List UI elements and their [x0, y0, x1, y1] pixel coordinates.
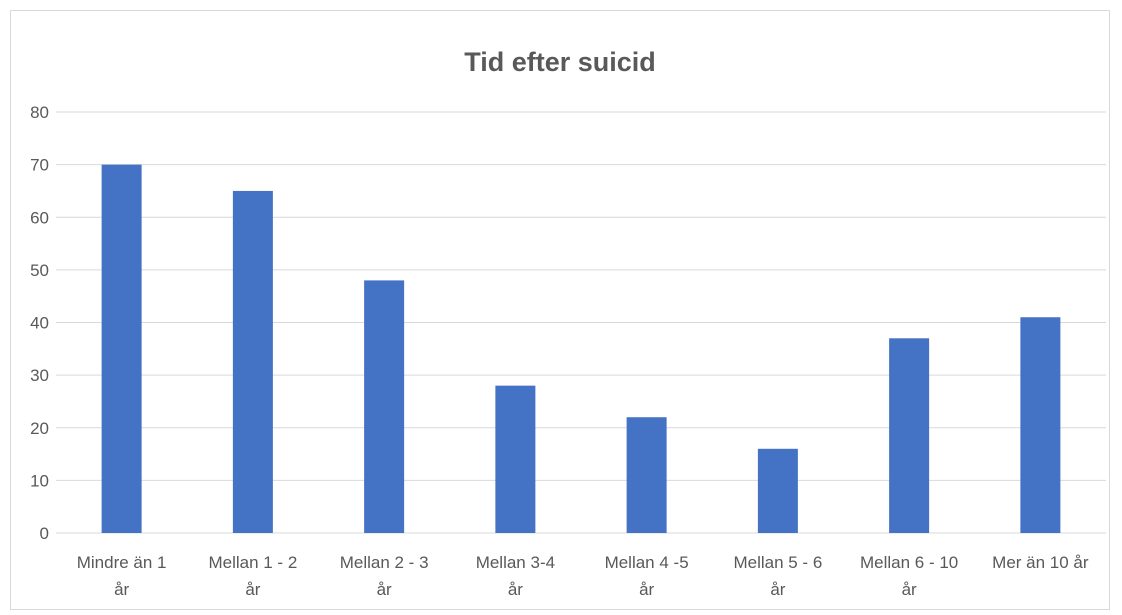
bar — [495, 385, 536, 533]
x-category-label: år — [639, 580, 654, 599]
x-category-label: år — [508, 580, 523, 599]
y-tick-label: 0 — [40, 524, 49, 543]
y-tick-label: 40 — [30, 314, 49, 333]
x-category-label: Mellan 6 - 10 — [860, 553, 958, 572]
bar — [101, 164, 142, 533]
x-category-label: Mindre än 1 — [77, 553, 167, 572]
y-tick-label: 20 — [30, 419, 49, 438]
y-tick-label: 50 — [30, 261, 49, 280]
y-tick-label: 10 — [30, 471, 49, 490]
y-axis-ticks: 0 10 20 30 40 50 60 70 80 — [30, 103, 49, 543]
bar — [364, 280, 405, 533]
x-category-label: år — [245, 580, 260, 599]
bar — [757, 448, 798, 533]
chart-title: Tid efter suicid — [464, 47, 656, 77]
x-category-label: Mellan 5 - 6 — [733, 553, 822, 572]
x-category-label: år — [902, 580, 917, 599]
x-category-label: Mer än 10 år — [992, 553, 1089, 572]
x-category-label: Mellan 1 - 2 — [208, 553, 297, 572]
bars — [101, 164, 1061, 533]
x-category-label: år — [377, 580, 392, 599]
y-tick-label: 30 — [30, 366, 49, 385]
y-tick-label: 80 — [30, 103, 49, 122]
x-axis-categories: Mindre än 1 år Mellan 1 - 2 år Mellan 2 - 3 å… — [77, 553, 1089, 599]
y-tick-label: 60 — [30, 208, 49, 227]
x-category-label: år — [770, 580, 785, 599]
bar — [626, 417, 667, 533]
x-category-label: år — [114, 580, 129, 599]
x-category-label: Mellan 2 - 3 — [340, 553, 429, 572]
bar — [232, 190, 273, 533]
bar — [1020, 317, 1061, 533]
x-category-label: Mellan 4 -5 — [605, 553, 689, 572]
gridlines — [56, 111, 1106, 534]
x-category-label: Mellan 3-4 — [476, 553, 555, 572]
y-tick-label: 70 — [30, 156, 49, 175]
bar — [889, 338, 930, 533]
